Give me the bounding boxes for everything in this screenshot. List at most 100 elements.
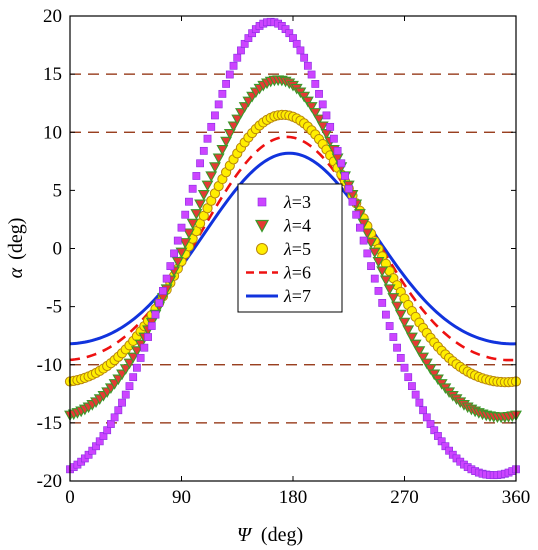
data-point <box>182 228 195 240</box>
data-point <box>175 247 188 259</box>
data-point <box>227 121 240 133</box>
data-point <box>118 398 126 407</box>
data-point <box>205 171 218 183</box>
legend-item: λ=5 <box>256 239 311 259</box>
data-point <box>424 364 437 375</box>
y-tick-label: 5 <box>53 180 63 201</box>
data-point <box>155 299 164 307</box>
data-point <box>147 322 156 330</box>
x-axis-unit: (deg) <box>261 524 303 546</box>
data-point <box>199 146 208 155</box>
data-point <box>404 373 413 382</box>
data-point <box>194 199 207 211</box>
data-point <box>233 53 242 62</box>
data-point <box>409 339 422 351</box>
x-tick-label: 180 <box>279 487 308 508</box>
series-line <box>69 151 517 346</box>
data-point <box>177 223 186 232</box>
data-point <box>307 70 316 79</box>
data-point <box>179 238 192 249</box>
data-point <box>130 346 143 357</box>
reference-lines <box>70 73 516 424</box>
data-point <box>114 406 123 415</box>
data-point <box>212 153 225 165</box>
data-point <box>405 332 418 344</box>
x-tick-label: 0 <box>65 487 75 508</box>
y-tick-label: 0 <box>53 239 63 260</box>
data-point <box>383 284 396 296</box>
data-point <box>379 275 392 287</box>
x-tick-label: 360 <box>502 487 531 508</box>
data-point <box>129 373 138 382</box>
data-point <box>315 89 323 98</box>
data-point <box>378 299 387 307</box>
data-point <box>415 398 424 407</box>
series-solid <box>69 151 517 346</box>
legend-label: λ=5 <box>283 239 311 259</box>
data-point <box>159 286 167 295</box>
data-point <box>196 159 204 168</box>
y-tick-label: -15 <box>37 413 62 434</box>
data-point <box>201 180 214 192</box>
data-point <box>203 134 212 143</box>
legend: λ=3λ=4λ=5λ=6λ=7 <box>237 183 343 313</box>
ticks-layer: 0 90 180 270 360 20 15 10 5 0 -5 -10 -15 -20 <box>37 6 531 508</box>
data-point <box>372 257 385 268</box>
data-point <box>326 122 335 131</box>
data-point <box>225 70 234 79</box>
data-point <box>223 128 236 140</box>
data-point <box>337 159 346 168</box>
data-point <box>355 223 364 232</box>
data-point <box>363 249 372 258</box>
data-point <box>420 358 433 370</box>
data-point <box>181 210 190 219</box>
data-point <box>185 197 193 206</box>
data-point <box>341 172 349 180</box>
legend-box <box>237 183 343 313</box>
legend-label: λ=4 <box>283 216 311 236</box>
data-point <box>417 352 430 364</box>
legend-symbol: λ <box>283 239 292 259</box>
data-point <box>322 111 331 120</box>
legend-value: =6 <box>292 263 311 283</box>
data-point <box>348 197 357 206</box>
data-point <box>231 114 244 126</box>
data-point <box>370 274 379 283</box>
data-point <box>352 210 361 219</box>
legend-value: =5 <box>292 239 311 259</box>
data-point <box>333 146 342 155</box>
data-point <box>408 382 416 391</box>
data-point <box>237 46 245 55</box>
legend-symbol: λ <box>283 263 292 283</box>
data-point <box>188 184 197 193</box>
data-point <box>121 390 130 399</box>
legend-symbol: λ <box>283 286 292 306</box>
data-point <box>305 102 318 113</box>
data-point <box>419 406 427 415</box>
data-point <box>301 96 314 108</box>
data-point <box>396 354 405 362</box>
data-point <box>133 363 141 372</box>
data-point <box>144 333 152 341</box>
data-point <box>367 262 375 271</box>
legend-label: λ=3 <box>283 192 311 212</box>
legend-items: λ=3λ=4λ=5λ=6λ=7 <box>246 192 311 306</box>
data-point <box>216 144 229 156</box>
data-point <box>318 100 327 109</box>
data-point <box>411 390 420 399</box>
data-point <box>140 343 149 352</box>
data-point <box>218 89 227 98</box>
data-point <box>309 108 322 119</box>
data-point <box>394 309 407 321</box>
x-axis-symbol: Ψ <box>237 524 253 546</box>
y-tick-label: -20 <box>37 471 62 492</box>
data-point <box>400 363 409 372</box>
legend-label: λ=7 <box>283 286 311 306</box>
data-point <box>166 262 175 271</box>
legend-symbol: λ <box>283 192 292 212</box>
data-point <box>222 80 230 88</box>
data-point <box>422 413 431 422</box>
data-point <box>106 420 115 428</box>
data-point <box>365 238 377 249</box>
